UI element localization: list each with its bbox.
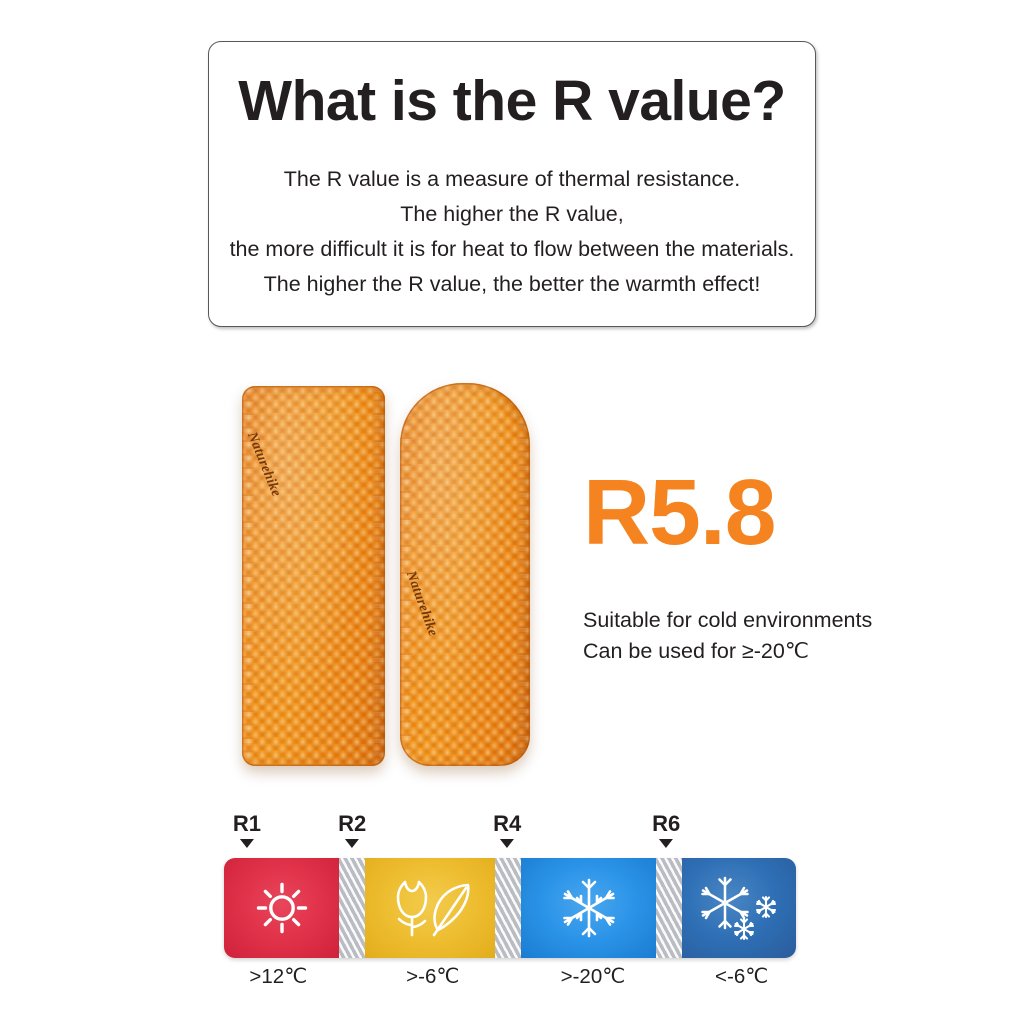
scale-marker-r1: R1 xyxy=(233,812,261,848)
info-line: The higher the R value, the better the w… xyxy=(263,272,761,296)
r-value-number: R5.8 xyxy=(583,460,776,564)
pad-texture-offset xyxy=(242,386,385,766)
pad-texture-offset xyxy=(400,383,530,766)
scale-marker-label: R6 xyxy=(652,811,681,836)
r-value-description: Suitable for cold environments Can be us… xyxy=(583,605,1003,667)
sun-icon xyxy=(256,882,307,934)
temperature-label-cold: >-20℃ xyxy=(560,965,626,988)
scale-segment-mild xyxy=(365,858,495,958)
info-line: The higher the R value, xyxy=(400,202,624,226)
rectangular-sleeping-pad-image: Naturehike xyxy=(242,386,385,766)
page-title: What is the R value? xyxy=(238,69,786,133)
info-line: The R value is a measure of thermal resi… xyxy=(283,167,741,191)
scale-marker-r6: R6 xyxy=(652,812,680,848)
info-line: the more difficult it is for heat to flo… xyxy=(229,237,795,261)
r-value-block: R5.8 Suitable for cold environments Can … xyxy=(583,466,1003,667)
scale-marker-label: R4 xyxy=(493,811,522,836)
scale-divider-3 xyxy=(656,858,682,958)
temperature-label-extreme-cold: <-6℃ xyxy=(715,965,769,988)
scale-segment-cold xyxy=(521,858,656,958)
triangle-down-icon xyxy=(500,839,515,848)
scale-marker-r4: R4 xyxy=(493,812,521,848)
triangle-down-icon xyxy=(659,839,674,848)
pad-side-ribs xyxy=(400,383,530,766)
r-value-desc-line: Suitable for cold environments xyxy=(583,608,873,632)
scale-bar xyxy=(224,858,796,958)
flower-leaf-icon xyxy=(396,880,470,937)
scale-temperature-labels: >12℃ >-6℃ >-20℃ <-6℃ xyxy=(224,964,796,998)
triangle-down-icon xyxy=(345,839,360,848)
r-value-info-card: What is the R value? The R value is a me… xyxy=(208,41,816,327)
info-card-body: The R value is a measure of thermal resi… xyxy=(215,162,809,302)
r-value-desc-line: Can be used for ≥-20℃ xyxy=(583,639,809,663)
temperature-scale: R1 R2 R4 R6 xyxy=(224,812,796,992)
temperature-label-mild: >-6℃ xyxy=(406,965,460,988)
pad-edge xyxy=(400,383,530,766)
mummy-sleeping-pad-image: Naturehike xyxy=(400,383,530,766)
snowflake-icon xyxy=(562,878,615,938)
temperature-label-warm: >12℃ xyxy=(249,965,308,988)
scale-marker-label: R1 xyxy=(232,811,261,836)
product-images: Naturehike Naturehike xyxy=(0,370,1024,780)
scale-segment-warm xyxy=(224,858,339,958)
scale-segment-extreme-cold xyxy=(682,858,796,958)
triple-snowflake-icon xyxy=(701,876,777,941)
scale-marker-r2: R2 xyxy=(338,812,366,848)
scale-marker-label: R2 xyxy=(338,811,367,836)
pad-side-ribs xyxy=(242,386,385,766)
scale-divider-1 xyxy=(339,858,365,958)
scale-divider-2 xyxy=(495,858,521,958)
scale-markers: R1 R2 R4 R6 xyxy=(224,812,796,858)
triangle-down-icon xyxy=(239,839,254,848)
